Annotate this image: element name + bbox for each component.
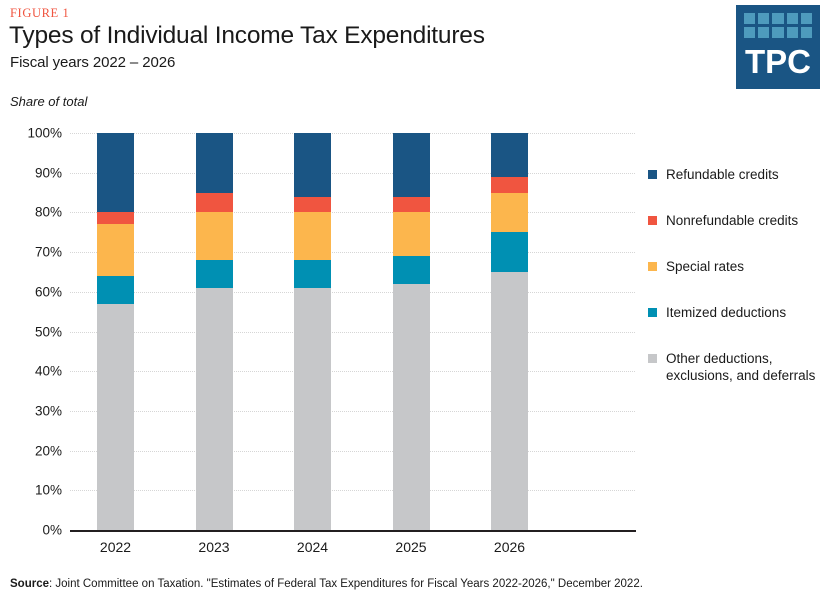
y-axis-tick: 10% [34,482,62,498]
legend-item[interactable]: Refundable credits [648,166,823,183]
bar-segment[interactable] [392,256,430,284]
x-axis-tick-2025: 2025 [395,539,427,555]
logo-tile [800,13,812,24]
gridline [70,212,635,214]
y-axis-note: Share of total [10,94,88,109]
bar-segment[interactable] [195,212,233,261]
legend-label: Other deductions, exclusions, and deferr… [666,351,816,383]
y-axis-tick: 60% [34,284,62,300]
y-axis-tick: 100% [27,125,62,141]
chart-plot-area [70,133,635,530]
gridline [70,291,635,293]
bar-segment[interactable] [195,260,233,288]
x-axis-tick-2022: 2022 [99,539,132,555]
logo-tile [758,27,770,38]
bar-segment[interactable] [491,176,528,193]
y-axis-tick-labels: 0% 10% 20% 30% 40% 50% 60% 70% 80% 90% 100% [0,126,62,538]
source-note: Source: Joint Committee on Taxation. "Es… [10,578,643,590]
gridline [70,410,635,412]
bar-segment[interactable] [392,283,430,530]
gridline [70,331,635,333]
bar-segment[interactable] [195,133,233,193]
bar-2022[interactable] [97,133,134,530]
y-axis-tick: 70% [34,244,62,260]
legend-label: Refundable credits [666,167,779,182]
bar-segment[interactable] [294,287,331,530]
bar-segment[interactable] [97,212,134,225]
legend-item[interactable]: Other deductions, exclusions, and deferr… [648,350,823,384]
legend-label: Nonrefundable credits [666,213,799,228]
legend-swatch-icon [648,354,657,363]
legend-swatch-icon [648,216,657,225]
y-axis-tick: 0% [42,522,62,538]
bar-segment[interactable] [294,133,331,197]
legend-item[interactable]: Nonrefundable credits [648,212,823,229]
gridline [70,450,635,452]
logo-tile [744,13,756,24]
bar-2026[interactable] [491,133,528,530]
bar-2023[interactable] [195,133,233,530]
logo-grid-icon [744,13,812,38]
chart-legend: Refundable credits Nonrefundable credits S… [648,166,823,413]
bar-segment[interactable] [97,303,134,530]
bar-segment[interactable] [294,196,331,213]
tpc-logo: TPC [736,5,820,89]
logo-tile [744,27,756,38]
gridline [70,371,635,373]
source-prefix: Source [10,578,49,590]
bar-segment[interactable] [294,212,331,261]
y-axis-tick: 90% [34,165,62,181]
logo-tile [800,27,812,38]
logo-tile [758,13,770,24]
x-axis-tick-2023: 2023 [198,539,230,555]
gridline [70,133,635,134]
x-axis-line [70,530,636,532]
bar-segment[interactable] [392,212,430,257]
logo-tile [786,27,798,38]
y-axis-tick: 20% [34,443,62,459]
bar-2025[interactable] [392,133,430,530]
source-text: : Joint Committee on Taxation. "Estimate… [49,578,643,590]
gridline [70,252,635,254]
figure-label: FIGURE 1 [10,6,70,20]
legend-swatch-icon [648,262,657,271]
x-axis-tick-2026: 2026 [493,539,526,555]
chart-header: FIGURE 1 Types of Individual Income Tax … [0,0,825,109]
bar-segment[interactable] [491,192,528,233]
bar-2024[interactable] [294,133,331,530]
legend-item[interactable]: Itemized deductions [648,304,823,321]
y-axis-tick: 50% [34,324,62,339]
logo-text: TPC [745,43,811,80]
legend-swatch-icon [648,170,657,179]
legend-label: Itemized deductions [666,305,787,320]
bar-segment[interactable] [97,133,134,213]
bar-segment[interactable] [97,275,134,304]
legend-item[interactable]: Special rates [648,258,823,275]
bar-segment[interactable] [392,133,430,197]
chart-subtitle: Fiscal years 2022 – 2026 [10,54,176,71]
x-axis-tick-2024: 2024 [296,539,329,555]
bar-segment[interactable] [491,271,528,530]
logo-tile [772,27,784,38]
bar-segment[interactable] [195,192,233,213]
bar-segment[interactable] [491,232,528,272]
bar-segment[interactable] [195,287,233,530]
page-title: Types of Individual Income Tax Expenditu… [9,22,485,49]
logo-tile [786,13,798,24]
gridline [70,172,635,174]
legend-swatch-icon [648,308,657,317]
gridline [70,490,635,492]
bar-segment[interactable] [392,196,430,213]
bar-segment[interactable] [491,133,528,177]
bar-segment[interactable] [294,260,331,288]
logo-tile [772,13,784,24]
y-axis-tick: 30% [34,403,62,419]
y-axis-tick: 80% [34,204,62,220]
legend-label: Special rates [666,259,745,274]
y-axis-tick: 40% [34,363,62,379]
bar-segment[interactable] [97,224,134,276]
